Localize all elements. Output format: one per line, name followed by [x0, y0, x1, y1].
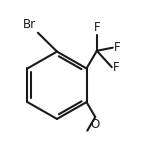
Text: F: F	[94, 21, 100, 34]
Text: F: F	[114, 41, 121, 54]
Text: F: F	[113, 61, 120, 74]
Text: O: O	[91, 118, 100, 131]
Text: Br: Br	[22, 18, 36, 31]
